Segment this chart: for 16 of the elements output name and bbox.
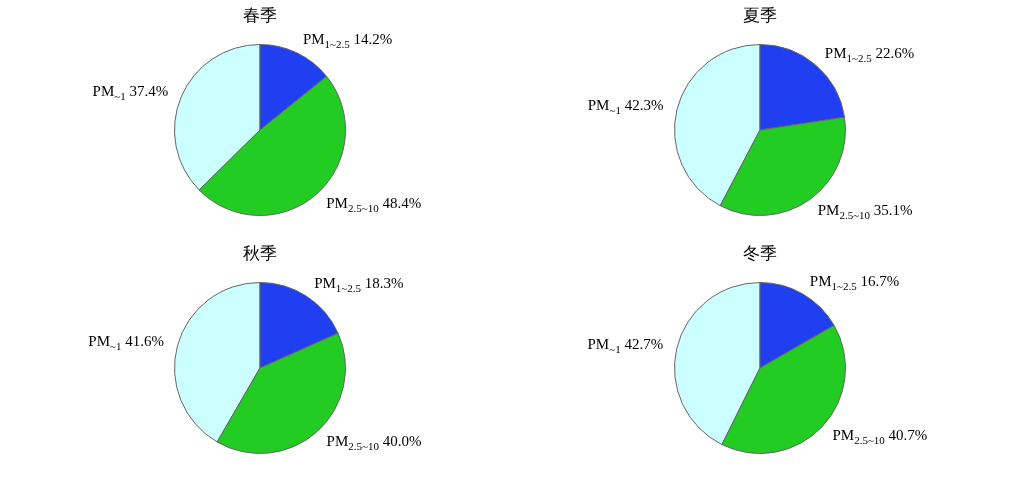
data-label: 40.7% [884,427,928,444]
data-label: 40.0% [378,432,422,449]
data-label: 16.7% [856,272,900,289]
data-label: 48.4% [378,195,422,212]
chart-title: 秋季 [242,243,278,265]
data-label: 42.7% [620,336,664,353]
data-label: 35.1% [870,201,913,218]
chart-title: 夏季 [742,5,778,27]
data-label: 14.2% [349,31,393,48]
data-label: 18.3% [361,275,404,292]
data-label: 22.6% [871,45,915,62]
chart-title: 春季 [242,5,278,27]
data-label: 41.6% [121,333,164,350]
data-label: 37.4% [125,82,169,99]
data-label: 42.3% [620,97,664,114]
chart-title: 冬季 [742,243,778,265]
